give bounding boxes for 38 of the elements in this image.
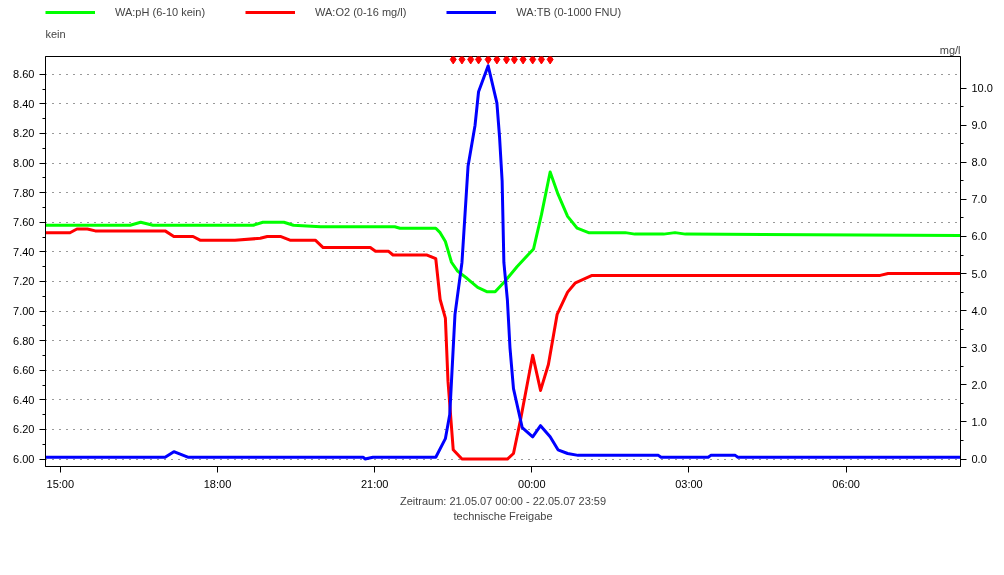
x-tick-label: 03:00 [675, 477, 703, 490]
y2-tick-label: 3.0 [971, 341, 987, 354]
x-tick-label: 21:00 [360, 477, 389, 490]
legend-label: WA:pH (6-10 kein) [115, 6, 206, 18]
y-tick-label: 8.60 [13, 68, 35, 81]
y2-tick-label: 2.0 [971, 378, 987, 391]
text: technische Freigabe [453, 510, 553, 522]
x-tick-label: 18:00 [203, 477, 232, 490]
y2-tick-label: 0.0 [971, 453, 987, 466]
y-axis-title: kein [45, 27, 66, 40]
legend-label: WA:O2 (0-16 mg/l) [315, 6, 407, 18]
y-tick-label: 6.20 [13, 423, 35, 436]
y-tick-label: 7.00 [13, 305, 35, 318]
text: Zeitraum: 21.05.07 00:00 - 22.05.07 23:59 [399, 495, 607, 507]
x-tick-label: 15:00 [46, 477, 75, 490]
y2-tick-label: 5.0 [971, 267, 987, 280]
y2-tick-label: 8.0 [971, 156, 987, 169]
y-tick-label: 6.60 [13, 364, 35, 377]
y-tick-label: 7.80 [13, 186, 35, 199]
y2-tick-label: 1.0 [971, 415, 987, 428]
y2-tick-label: 6.0 [971, 230, 987, 243]
y2-tick-label: 9.0 [971, 119, 987, 132]
x-tick-label: 06:00 [832, 477, 860, 490]
y-tick-label: 8.20 [13, 127, 35, 140]
y2-axis-title: mg/l [939, 43, 961, 56]
y-tick-label: 7.40 [13, 245, 35, 258]
y-tick-label: 6.00 [13, 453, 35, 466]
y-tick-label: 8.00 [13, 157, 35, 170]
legend-label: WA:TB (0-1000 FNU) [516, 6, 622, 18]
y-tick-label: 8.40 [13, 97, 35, 110]
y-tick-label: 7.60 [13, 216, 35, 229]
y-tick-label: 6.80 [13, 334, 35, 347]
y2-tick-label: 7.0 [971, 193, 987, 206]
y-tick-label: 7.20 [13, 275, 35, 288]
y2-tick-label: 4.0 [971, 304, 987, 317]
y-tick-label: 6.40 [13, 393, 35, 406]
x-tick-label: 00:00 [518, 477, 546, 490]
y2-tick-label: 10.0 [971, 82, 993, 95]
